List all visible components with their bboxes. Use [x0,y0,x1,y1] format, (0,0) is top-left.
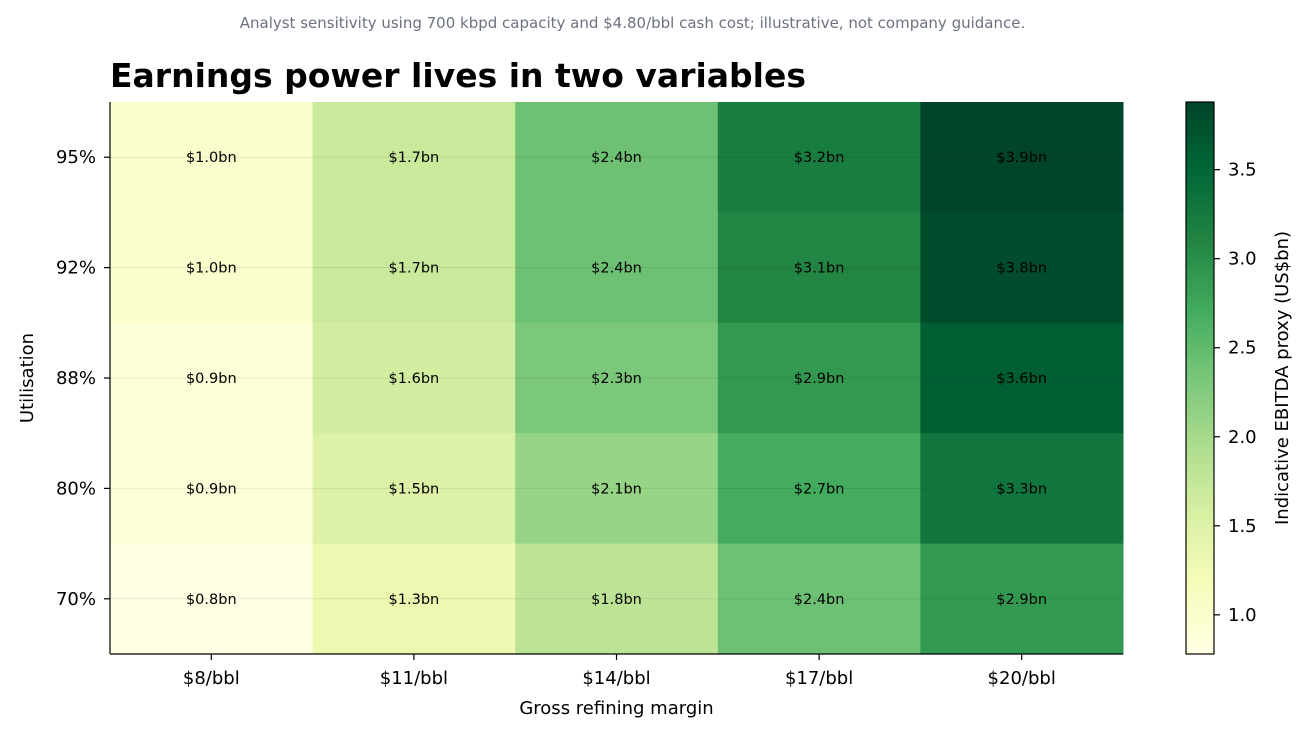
cell-value-label: $1.5bn [389,481,440,497]
y-axis-title: Utilisation [17,333,38,423]
cell-value-label: $1.3bn [389,592,440,608]
chart-subtitle: Analyst sensitivity using 700 kbpd capac… [239,14,1026,32]
cell-value-label: $2.4bn [794,592,845,608]
heatmap-cell [515,322,719,434]
heatmap-axes: 95% 92% 88% 80% 70% $8/bbl $11/bbl $14/bbl $17/b… [17,102,1123,719]
colorbar: 1.0 1.5 2.0 2.5 3.0 3.5 Indicative EBITDA prox… [1185,101,1293,655]
cell-value-label: $2.9bn [996,592,1047,608]
cell-value-label: $2.1bn [591,481,642,497]
y-tick-label: 92% [56,258,96,279]
heatmap-cell [515,543,719,655]
cell-value-label: $0.9bn [186,481,237,497]
cell-value-label: $1.0bn [186,261,237,277]
x-tick-label: $8/bbl [183,668,240,689]
cell-value-label: $2.4bn [591,261,642,277]
cell-value-label: $2.4bn [591,150,642,166]
heatmap-cell [110,212,314,324]
colorbar-tick-label: 2.0 [1228,427,1257,448]
heatmap-cell [110,322,314,434]
cell-value-label: $3.6bn [996,371,1047,387]
heatmap-cell [717,102,921,213]
x-tick-label: $17/bbl [785,668,853,689]
x-tick-label: $14/bbl [582,668,650,689]
colorbar-gradient [1186,102,1214,654]
cell-value-label: $3.3bn [996,481,1047,497]
cell-value-label: $1.6bn [389,371,440,387]
heatmap-cell [312,543,516,655]
cell-value-label: $3.8bn [996,261,1047,277]
heatmap-cell [717,433,921,545]
x-axis-title: Gross refining margin [519,698,713,719]
cell-value-label: $0.8bn [186,592,237,608]
heatmap-cell [920,433,1124,545]
heatmap-cell [717,543,921,655]
heatmap-cell-labels: $1.0bn $1.7bn $2.4bn $3.2bn $3.9bn $1.0bn $1.7… [186,150,1047,608]
cell-value-label: $0.9bn [186,371,237,387]
colorbar-tick-label: 3.5 [1228,160,1257,181]
heatmap-cell [515,102,719,213]
colorbar-tick-label: 1.0 [1228,605,1257,626]
chart-title: Earnings power lives in two variables [110,56,807,95]
heatmap-cell [312,212,516,324]
heatmap-cell [110,433,314,545]
heatmap-cells [110,102,1124,655]
cell-value-label: $2.3bn [591,371,642,387]
heatmap-cell [920,102,1124,213]
y-tick-label: 70% [56,589,96,610]
cell-value-label: $2.7bn [794,481,845,497]
cell-value-label: $1.7bn [389,261,440,277]
cell-value-label: $2.9bn [794,371,845,387]
heatmap-cell [312,102,516,213]
heatmap-cell [312,433,516,545]
colorbar-frame [1185,101,1215,655]
colorbar-tick-label: 2.5 [1228,338,1257,359]
heatmap-cell [312,322,516,434]
cell-value-label: $3.9bn [996,150,1047,166]
heatmap-cell [515,212,719,324]
cell-value-label: $1.7bn [389,150,440,166]
y-tick-label: 95% [56,147,96,168]
heatmap-cell [110,543,314,655]
cell-value-label: $3.2bn [794,150,845,166]
heatmap-cell [110,102,314,213]
heatmap-cell [717,212,921,324]
y-tick-label: 80% [56,478,96,499]
heatmap-cell [920,322,1124,434]
y-tick-label: 88% [56,368,96,389]
x-tick-label: $20/bbl [988,668,1056,689]
heatmap-cell [515,433,719,545]
colorbar-label: Indicative EBITDA proxy (US$bn) [1272,231,1293,525]
x-tick-label: $11/bbl [380,668,448,689]
heatmap-cell [920,543,1124,655]
colorbar-tick-label: 1.5 [1228,516,1257,537]
colorbar-tick-label: 3.0 [1228,249,1257,270]
heatmap-cell [717,322,921,434]
cell-value-label: $1.8bn [591,592,642,608]
cell-value-label: $3.1bn [794,261,845,277]
cell-value-label: $1.0bn [186,150,237,166]
heatmap-cell [920,212,1124,324]
